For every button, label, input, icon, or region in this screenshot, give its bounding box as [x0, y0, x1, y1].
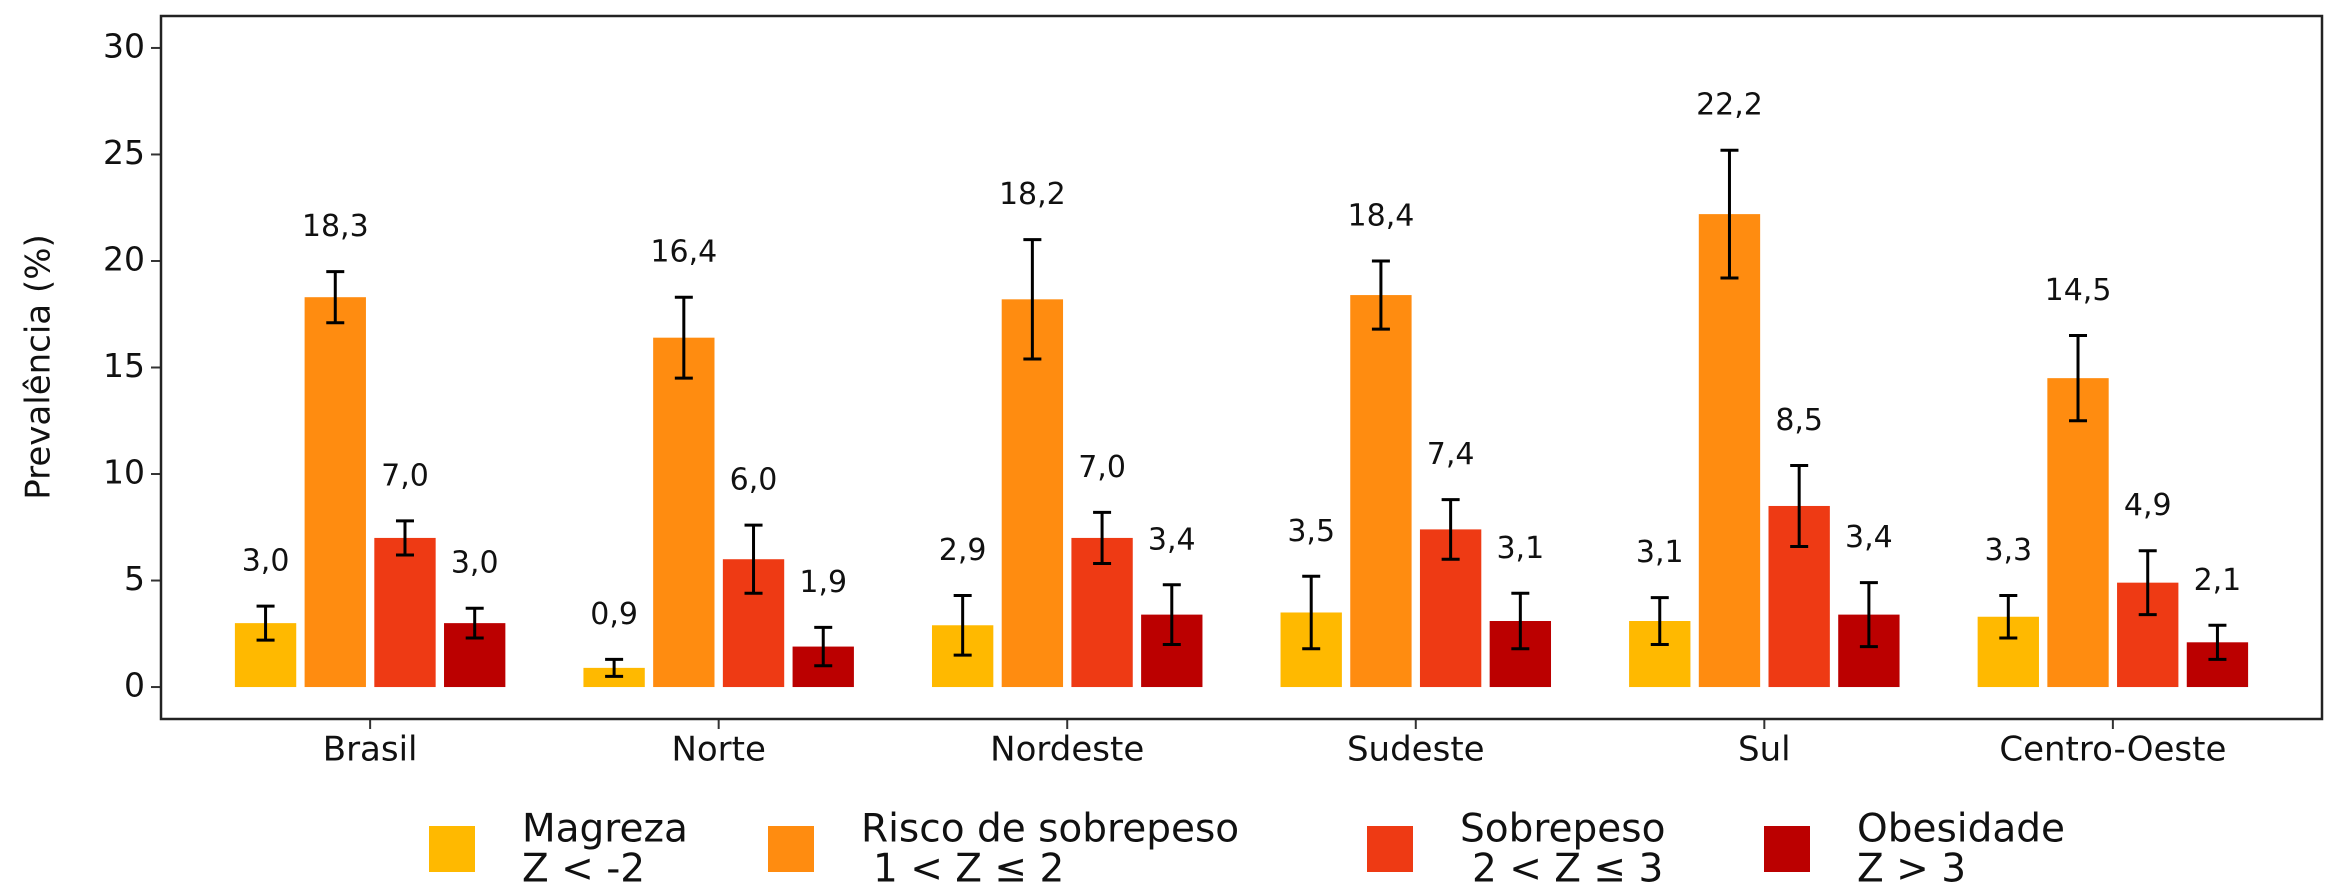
y-tick-label: 0 [124, 666, 145, 705]
legend-condition: 2 < Z ≤ 3 [1472, 847, 1663, 888]
value-label: 3,5 [1287, 514, 1335, 549]
value-label: 7,4 [1427, 437, 1475, 472]
error-bar [674, 295, 693, 380]
error-bar [1999, 593, 2018, 640]
value-label: 3,1 [1496, 531, 1544, 566]
bar [2047, 378, 2109, 688]
error-bar [1720, 148, 1739, 280]
plot-border [159, 14, 2324, 721]
value-label: 18,4 [1348, 198, 1415, 233]
legend-condition: 1 < Z ≤ 2 [873, 847, 1064, 888]
error-bar [1859, 581, 1878, 649]
value-label: 22,2 [1696, 88, 1763, 123]
error-bar [1162, 583, 1181, 646]
x-tick-label: Centro-Oeste [1999, 730, 2226, 770]
y-tick-label: 20 [103, 239, 145, 278]
value-label: 3,4 [1148, 522, 1196, 557]
value-label: 7,0 [1078, 450, 1126, 485]
bar [1001, 299, 1064, 688]
error-bar [2208, 623, 2227, 661]
legend-key [1367, 826, 1413, 872]
legend-label: Magreza [522, 807, 688, 852]
error-bar [395, 519, 414, 557]
value-label: 16,4 [650, 235, 717, 270]
error-bar [326, 270, 345, 325]
error-bar [1441, 498, 1460, 561]
y-tick-label: 25 [103, 133, 145, 172]
value-label: 18,2 [999, 177, 1066, 212]
y-axis-label: Prevalência (%) [19, 234, 59, 500]
x-tick-label: Norte [671, 730, 765, 770]
x-tick-label: Sudeste [1347, 730, 1485, 770]
value-label: 1,9 [799, 565, 847, 600]
y-tick-label: 10 [103, 453, 145, 492]
value-label: 0,9 [590, 597, 638, 632]
error-bar [2069, 334, 2088, 423]
error-bar [744, 523, 763, 595]
value-label: 14,5 [2045, 273, 2112, 308]
legend-condition: Z < -2 [522, 847, 645, 888]
x-tick-label: Brasil [323, 730, 418, 770]
value-label: 4,9 [2124, 488, 2172, 523]
bar [653, 337, 715, 688]
error-bar [1790, 463, 1809, 548]
value-label: 18,3 [302, 209, 369, 244]
legend-condition: Z > 3 [1857, 847, 1966, 888]
bar [304, 297, 366, 688]
legend-label: Risco de sobrepeso [861, 807, 1239, 852]
y-tick-label: 30 [103, 26, 145, 65]
legend-key [429, 826, 475, 872]
error-bar [1511, 591, 1530, 651]
error-bar [1371, 259, 1390, 331]
value-label: 2,1 [2194, 563, 2242, 598]
error-bar [605, 657, 624, 678]
error-bar [953, 593, 972, 657]
value-label: 2,9 [939, 533, 987, 568]
y-tick-label: 5 [124, 559, 145, 598]
error-bar [814, 625, 833, 668]
x-tick-label: Sul [1738, 730, 1791, 770]
value-label: 6,0 [730, 463, 778, 498]
legend-key [1764, 826, 1810, 872]
value-label: 3,3 [1984, 533, 2032, 568]
bar [374, 537, 436, 688]
error-bar [1650, 596, 1669, 646]
legend-label: Sobrepeso [1460, 807, 1665, 852]
bar [1698, 214, 1761, 688]
legend-key [768, 826, 814, 872]
value-label: 8,5 [1775, 403, 1823, 438]
value-label: 7,0 [381, 458, 429, 493]
bar [1350, 295, 1412, 688]
value-label: 3,0 [451, 546, 499, 581]
legend-label: Obesidade [1857, 807, 2065, 852]
value-label: 3,1 [1636, 535, 1684, 570]
error-bar [1023, 238, 1042, 361]
error-bar [1302, 574, 1321, 651]
x-tick-label: Nordeste [990, 730, 1144, 770]
error-bar [465, 606, 484, 640]
error-bar [1093, 510, 1112, 565]
y-tick-label: 15 [103, 346, 145, 385]
error-bar [2138, 549, 2157, 617]
value-label: 3,4 [1845, 520, 1893, 555]
value-label: 3,0 [242, 544, 290, 579]
error-bar [256, 604, 275, 642]
